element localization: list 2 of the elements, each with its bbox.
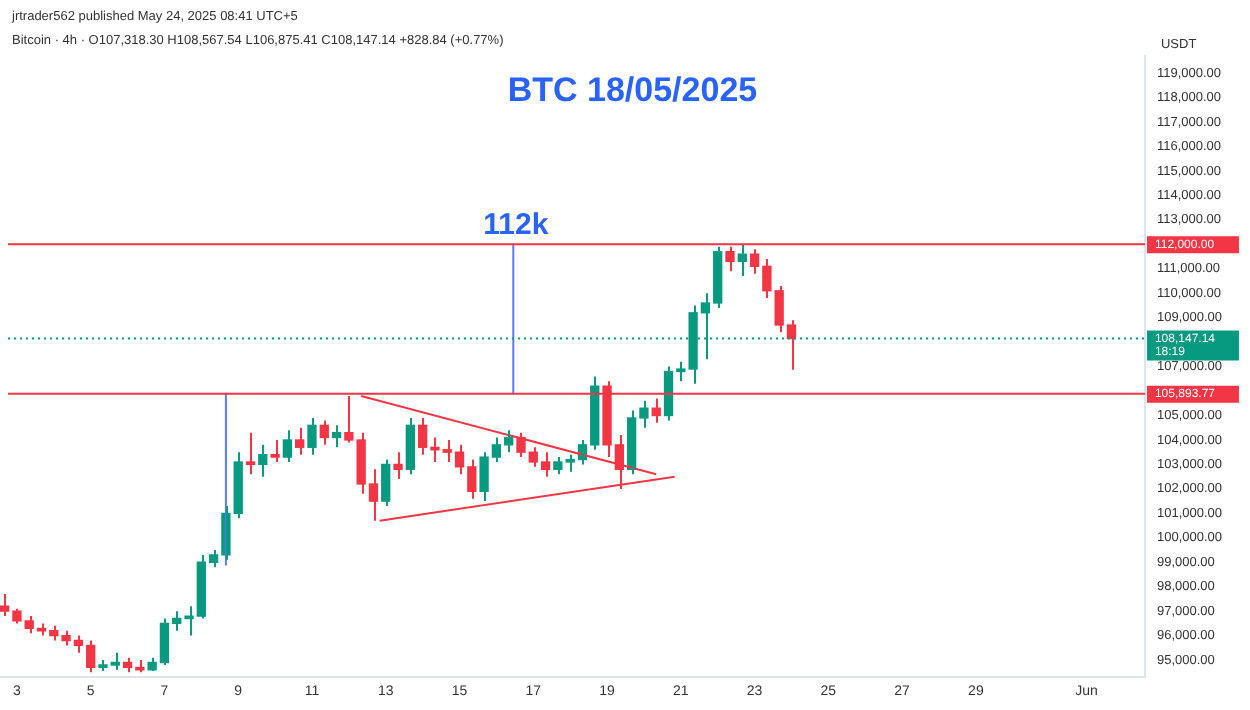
text: BTC 18/05/2025 (507, 71, 758, 110)
annotation: 112k (483, 207, 550, 242)
